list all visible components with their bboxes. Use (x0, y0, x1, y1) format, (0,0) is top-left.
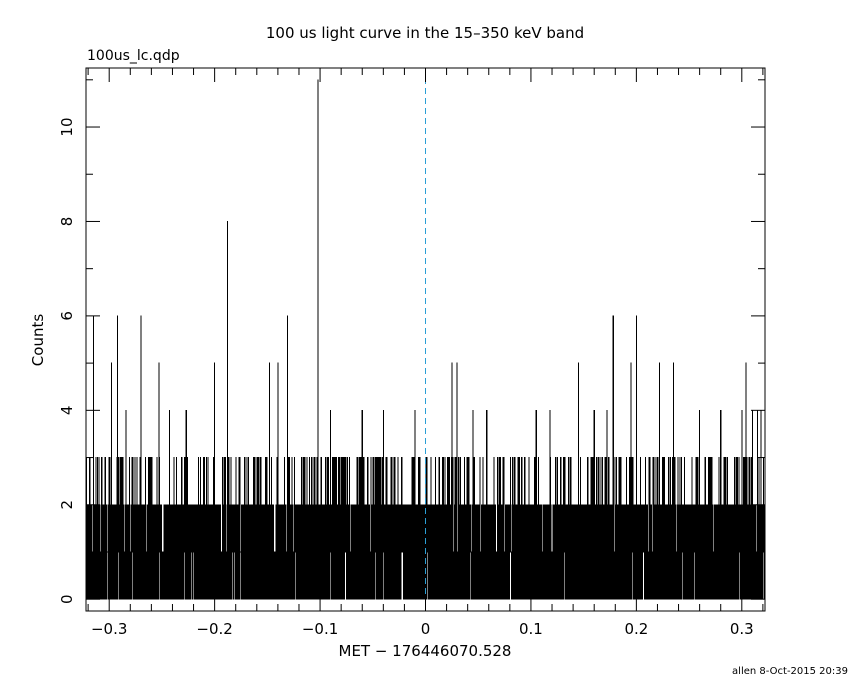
footer-stamp: allen 8-Oct-2015 20:39 (732, 666, 848, 677)
x-tick-label: 0.1 (519, 620, 543, 638)
x-tick-label: 0.2 (624, 620, 648, 638)
x-tick-label: −0.3 (91, 620, 127, 638)
y-tick-label: 4 (58, 406, 76, 416)
y-tick-label: 2 (58, 500, 76, 510)
x-tick-label: −0.2 (196, 620, 232, 638)
file-label: 100us_lc.qdp (87, 48, 180, 64)
y-tick-label: 6 (58, 311, 76, 321)
light-curve-line (85, 79, 766, 600)
y-tick-label: 10 (58, 117, 76, 136)
x-axis-label: MET − 176446070.528 (339, 642, 512, 660)
axes: −0.3 −0.2 −0.1 0 0.1 0.2 0.3 0 2 4 6 8 10 (58, 67, 766, 638)
plot-area (85, 68, 766, 611)
chart-title: 100 us light curve in the 15–350 keV ban… (266, 24, 584, 42)
x-tick-label: −0.1 (302, 620, 338, 638)
x-tick-label: 0.3 (730, 620, 754, 638)
y-axis-label: Counts (29, 314, 47, 367)
x-tick-label: 0 (421, 620, 431, 638)
y-tick-label: 8 (58, 217, 76, 227)
y-tick-label: 0 (58, 594, 76, 604)
